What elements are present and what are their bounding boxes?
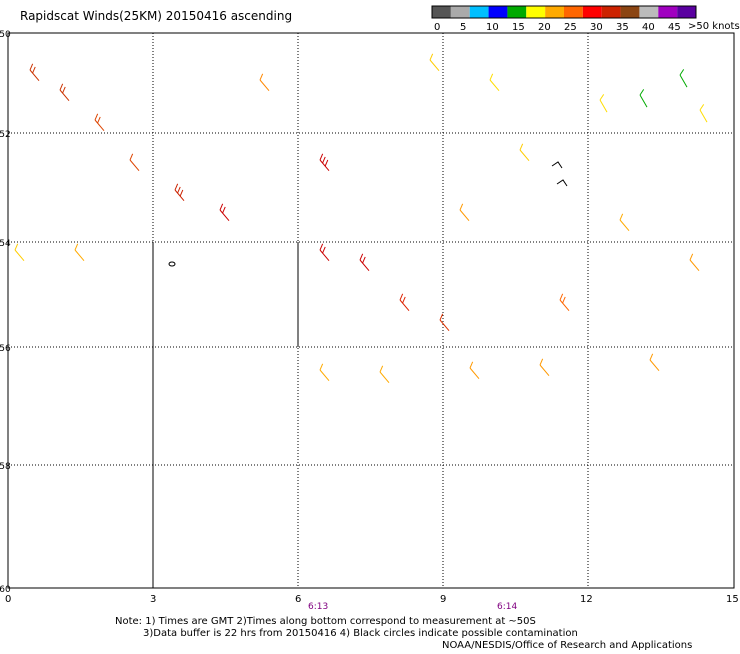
wind-speed-colorbar: 0 5 10 15 20 25 30 35 40 45 (431, 5, 697, 33)
y-tick-label: -58 (0, 462, 11, 472)
colorbar-label: 40 (642, 22, 655, 33)
colorbar-label: 10 (486, 22, 499, 33)
wind-barb (599, 94, 608, 113)
colorbar-border (431, 5, 697, 19)
colorbar-label: 20 (538, 22, 551, 33)
wind-barb (699, 104, 708, 123)
wind-barb (649, 353, 660, 372)
time-label: 6:13 (308, 602, 328, 612)
colorbar-label: 0 (434, 22, 440, 33)
colorbar-swatch (582, 6, 602, 18)
contamination-marker (551, 161, 563, 169)
colorbar-swatch (545, 6, 564, 18)
wind-barbs-layer (14, 53, 708, 384)
colorbar-swatch (620, 6, 640, 18)
wind-barb (689, 253, 700, 272)
colorbar-label: 30 (590, 22, 603, 33)
wind-barb (59, 83, 70, 102)
colorbar-swatch (507, 6, 527, 18)
wind-barb (129, 153, 140, 172)
x-tick-label: 0 (5, 594, 11, 605)
colorbar-label: 15 (512, 22, 525, 33)
wind-barb (469, 361, 480, 380)
y-tick-label: -60 (0, 585, 11, 595)
wind-barb (319, 363, 330, 382)
no-data-region (153, 242, 298, 347)
y-tick-label: -56 (0, 344, 11, 354)
wind-barb (619, 213, 630, 232)
wind-barb (74, 243, 85, 262)
wind-barb (459, 203, 470, 222)
x-tick-label: 9 (440, 594, 446, 605)
x-axis-labels: 0 3 6 9 12 15 (5, 594, 739, 605)
time-label: 6:14 (497, 602, 517, 612)
wind-barb (94, 113, 105, 132)
colorbar-swatch (432, 6, 451, 18)
x-tick-label: 15 (726, 594, 739, 605)
colorbar-swatch (526, 6, 546, 18)
colorbar-swatch (488, 6, 508, 18)
colorbar-swatch (677, 6, 696, 18)
colorbar-swatch (469, 6, 489, 18)
wind-barb (439, 313, 450, 332)
note-line-1: Note: 1) Times are GMT 2)Times along bot… (115, 616, 536, 627)
contamination-markers (168, 161, 568, 267)
colorbar-swatch (564, 6, 583, 18)
x-tick-label: 6 (295, 594, 301, 605)
colorbar-label: 25 (564, 22, 577, 33)
x-tick-label: 12 (580, 594, 593, 605)
y-tick-label: -54 (0, 239, 11, 249)
wind-barb (519, 143, 530, 162)
y-axis-labels: -50 -52 -54 -56 -58 -60 (0, 30, 11, 595)
wind-barb (539, 358, 550, 377)
x-tick-label: 3 (150, 594, 156, 605)
colorbar-label: 35 (616, 22, 629, 33)
colorbar-swatch (658, 6, 678, 18)
contamination-circle (168, 261, 176, 267)
wind-barb (379, 365, 390, 384)
gridlines (8, 33, 734, 588)
map-title: Rapidscat Winds(25KM) 20150416 ascending (20, 9, 292, 23)
swath-edge (152, 242, 299, 588)
wind-barb (679, 69, 688, 88)
plot-frame (7, 32, 735, 589)
note-line-2: 3)Data buffer is 22 hrs from 20150416 4)… (143, 628, 578, 639)
wind-barb (219, 203, 230, 222)
wind-barb (639, 89, 648, 108)
wind-barb (559, 293, 570, 312)
wind-barb (359, 253, 370, 272)
wind-barb (319, 243, 330, 262)
wind-barb (14, 243, 25, 262)
colorbar-label: 5 (460, 22, 466, 33)
colorbar-swatch (639, 6, 659, 18)
credit-line: NOAA/NESDIS/Office of Research and Appli… (442, 640, 692, 650)
colorbar-swatch (450, 6, 470, 18)
wind-barb (319, 153, 330, 172)
wind-barb (259, 73, 270, 92)
colorbar-label: 45 (668, 22, 681, 33)
y-tick-label: -52 (0, 130, 11, 140)
wind-barb (174, 183, 185, 202)
colorbar-unit-label: >50 knots (688, 21, 740, 32)
wind-barb (429, 53, 440, 72)
colorbar-swatch (601, 6, 621, 18)
wind-barb (489, 73, 500, 92)
wind-barb (399, 293, 410, 312)
y-tick-label: -50 (0, 30, 11, 40)
wind-barb (29, 63, 40, 82)
contamination-marker (556, 179, 568, 187)
